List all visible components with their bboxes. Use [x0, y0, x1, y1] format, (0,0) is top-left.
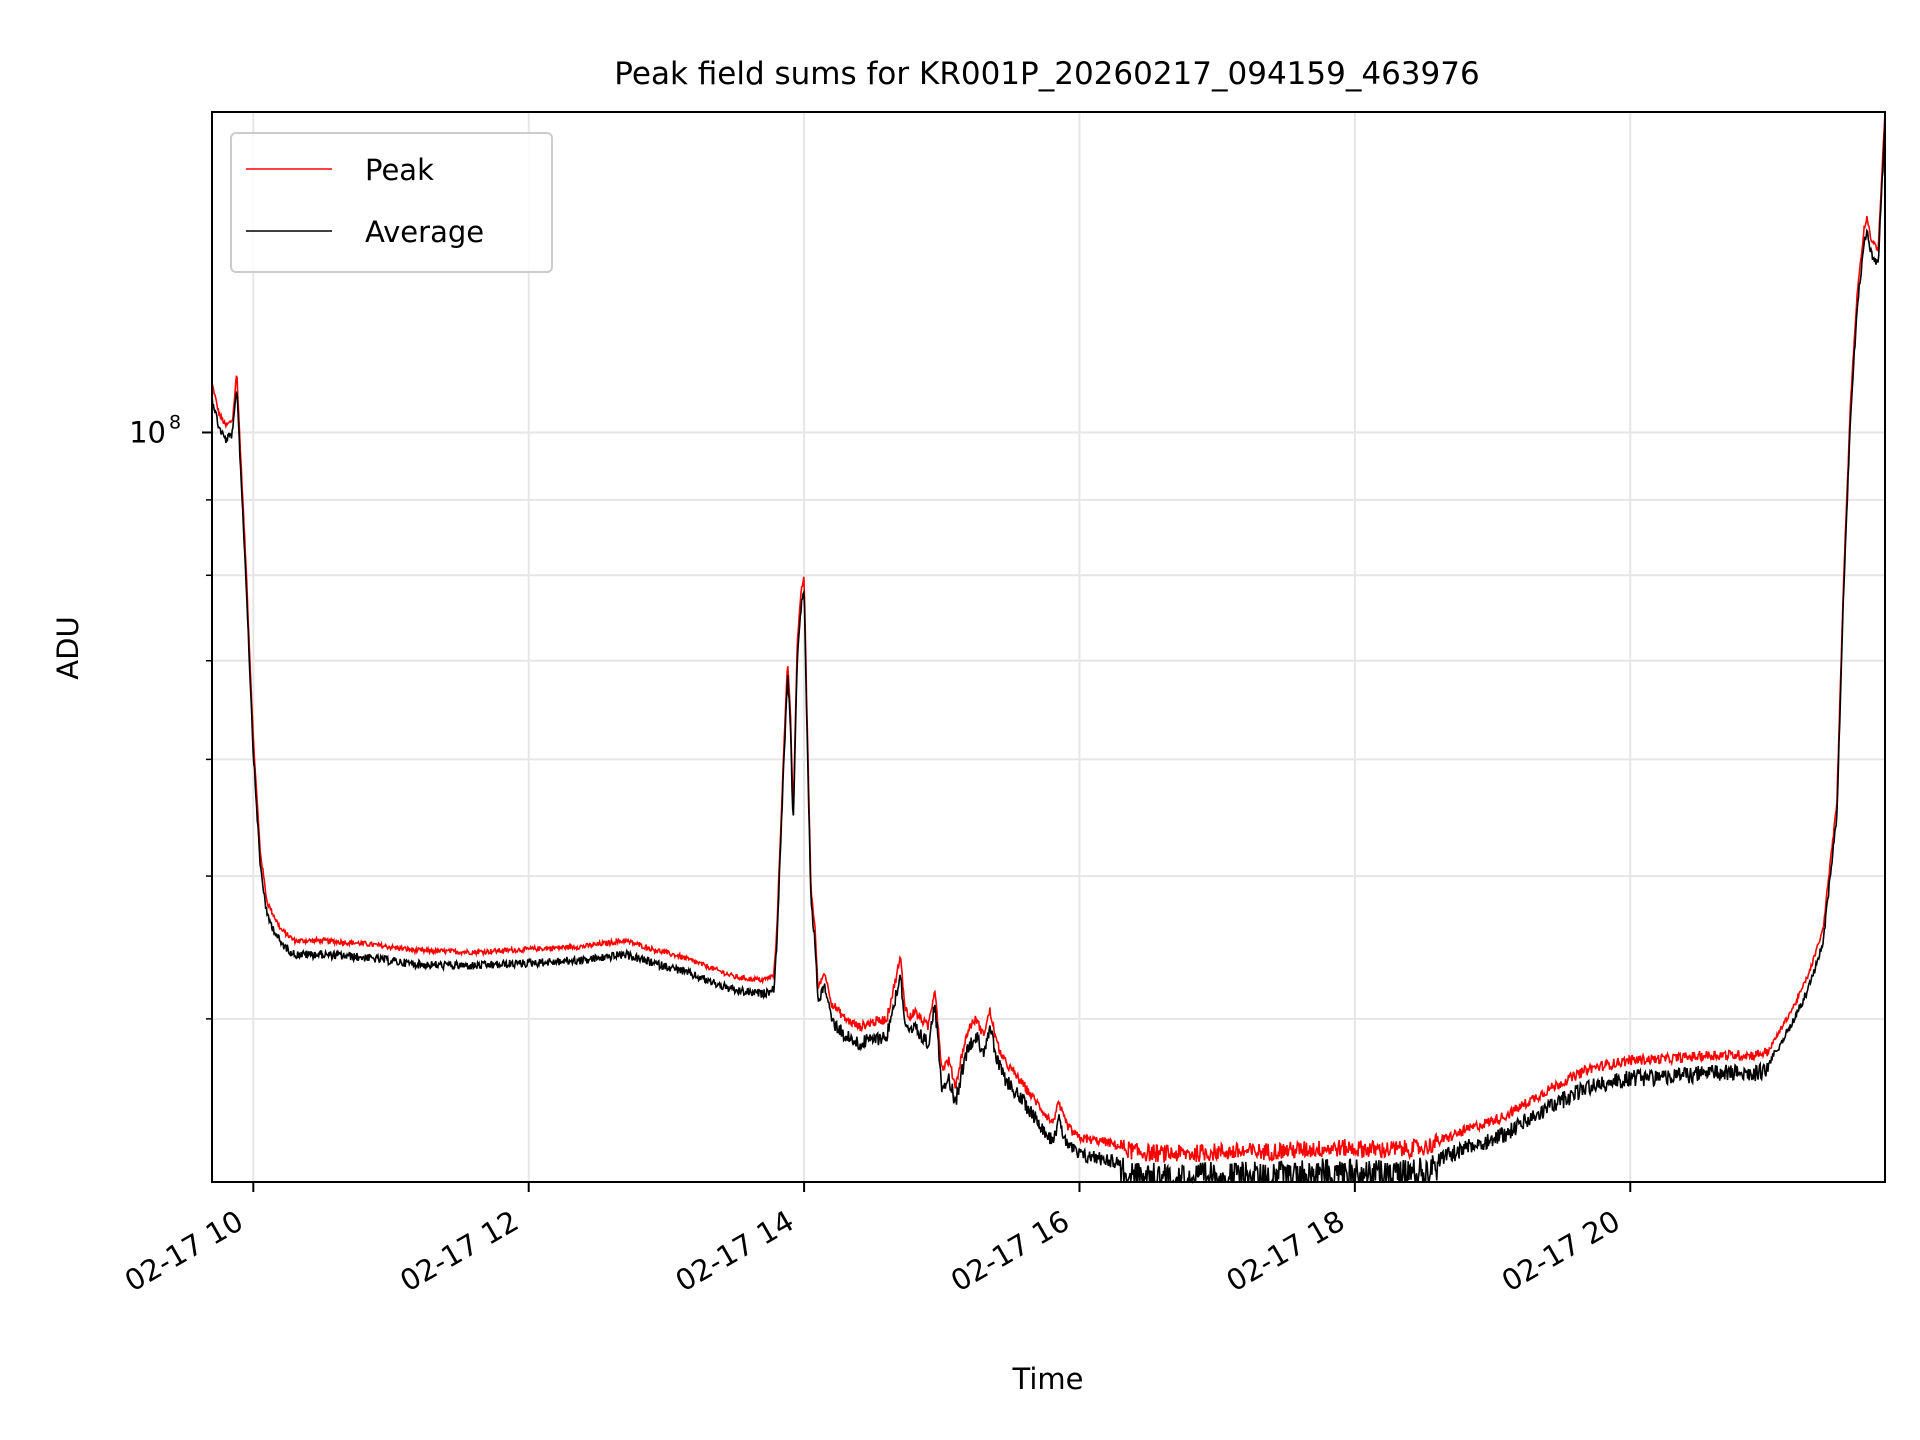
y-tick-label-exponent: 8: [169, 411, 181, 433]
legend: Peak Average: [230, 132, 553, 273]
y-axis-label: ADU: [51, 616, 85, 679]
series-average-line: [211, 126, 1886, 1185]
legend-label-peak: Peak: [365, 153, 434, 187]
legend-box: [230, 132, 553, 273]
series-layer: [211, 112, 1886, 1185]
x-axis-label: Time: [1012, 1362, 1084, 1396]
legend-label-average: Average: [365, 215, 484, 249]
axes-frame: [211, 111, 1886, 1183]
y-axis: 10 8: [129, 411, 212, 1020]
grid: [212, 112, 1885, 1182]
y-tick-label-base: 10: [129, 415, 166, 449]
series-peak-line: [211, 112, 1886, 1163]
chart-title: Peak field sums for KR001P_20260217_0941…: [614, 56, 1479, 92]
